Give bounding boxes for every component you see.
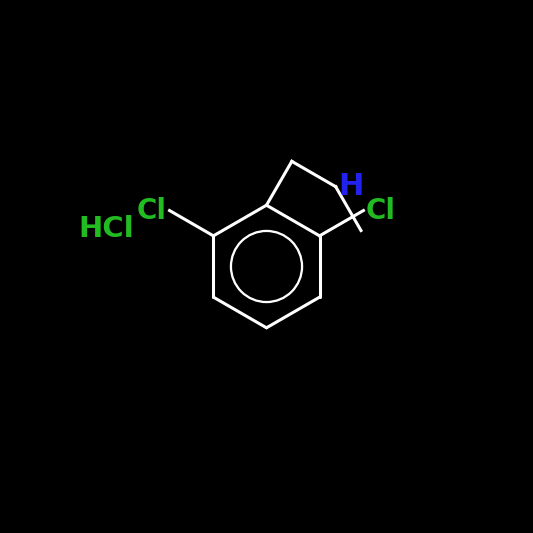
Text: HCl: HCl: [79, 215, 134, 243]
Text: H: H: [338, 172, 364, 201]
Text: Cl: Cl: [366, 197, 396, 224]
Text: Cl: Cl: [137, 197, 167, 224]
